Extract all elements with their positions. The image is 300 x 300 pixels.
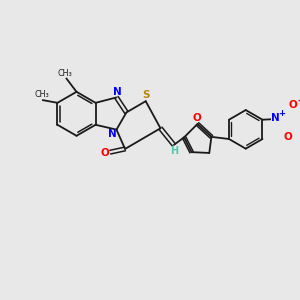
Text: O: O	[289, 100, 298, 110]
Text: N: N	[271, 113, 279, 123]
Text: +: +	[278, 109, 285, 118]
Text: N: N	[112, 86, 122, 97]
Text: O: O	[100, 148, 109, 158]
Text: -: -	[298, 95, 300, 105]
Text: O: O	[193, 113, 201, 123]
Text: N: N	[108, 129, 117, 140]
Text: S: S	[142, 90, 150, 100]
Text: O: O	[284, 132, 292, 142]
Text: H: H	[170, 146, 178, 156]
Text: CH₃: CH₃	[34, 90, 49, 99]
Text: CH₃: CH₃	[58, 68, 72, 77]
